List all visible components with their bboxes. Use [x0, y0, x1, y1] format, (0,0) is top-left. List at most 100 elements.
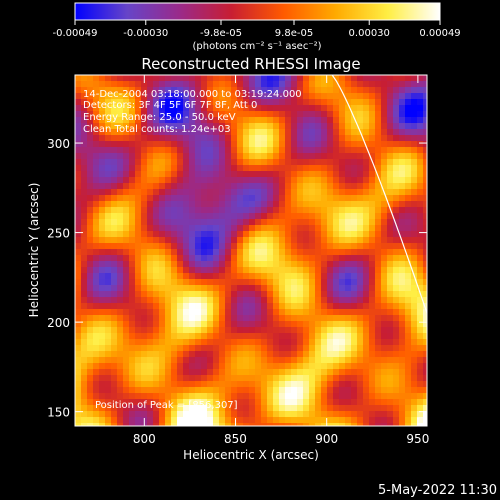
heatmap-cell — [117, 405, 123, 411]
heatmap-cell — [363, 297, 369, 303]
heatmap-cell — [237, 261, 243, 267]
heatmap-cell — [303, 153, 309, 159]
x-tick-label: 900 — [315, 432, 338, 446]
heatmap-cell — [357, 273, 363, 279]
heatmap-cell — [243, 207, 249, 213]
heatmap-cell — [99, 309, 105, 315]
heatmap-cell — [387, 99, 393, 105]
heatmap-cell — [237, 147, 243, 153]
heatmap-cell — [249, 81, 255, 87]
heatmap-cell — [129, 135, 135, 141]
heatmap-cell — [387, 363, 393, 369]
heatmap-cell — [363, 309, 369, 315]
heatmap-cell — [99, 315, 105, 321]
heatmap-cell — [297, 99, 303, 105]
heatmap-cell — [405, 291, 411, 297]
heatmap-cell — [195, 207, 201, 213]
heatmap-cell — [369, 81, 375, 87]
heatmap-cell — [255, 171, 261, 177]
heatmap-cell — [381, 177, 387, 183]
heatmap-cell — [237, 237, 243, 243]
heatmap-cell — [321, 207, 327, 213]
heatmap-cell — [273, 381, 279, 387]
heatmap-cell — [75, 393, 81, 399]
heatmap-cell — [327, 141, 333, 147]
heatmap-cell — [411, 303, 417, 309]
heatmap-cell — [423, 129, 427, 135]
heatmap-cell — [267, 333, 273, 339]
heatmap-cell — [87, 255, 93, 261]
heatmap-cell — [261, 255, 267, 261]
heatmap-cell — [327, 189, 333, 195]
heatmap-cell — [279, 279, 285, 285]
heatmap-cell — [273, 291, 279, 297]
heatmap-cell — [417, 345, 423, 351]
heatmap-cell — [273, 285, 279, 291]
heatmap-cell — [303, 195, 309, 201]
heatmap-cell — [165, 291, 171, 297]
heatmap-cell — [201, 141, 207, 147]
heatmap-cell — [189, 117, 195, 123]
heatmap-cell — [189, 381, 195, 387]
heatmap-cell — [285, 381, 291, 387]
heatmap-cell — [195, 393, 201, 399]
heatmap-cell — [327, 171, 333, 177]
heatmap-cell — [291, 381, 297, 387]
heatmap-cell — [261, 369, 267, 375]
heatmap-cell — [207, 375, 213, 381]
heatmap-cell — [189, 189, 195, 195]
heatmap-cell — [243, 321, 249, 327]
heatmap-cell — [357, 267, 363, 273]
heatmap-cell — [225, 243, 231, 249]
heatmap-cell — [81, 105, 87, 111]
heatmap-cell — [81, 147, 87, 153]
heatmap-cell — [81, 213, 87, 219]
heatmap-cell — [225, 315, 231, 321]
heatmap-cell — [105, 135, 111, 141]
heatmap-cell — [369, 381, 375, 387]
heatmap-cell — [195, 327, 201, 333]
heatmap-cell — [153, 123, 159, 129]
heatmap-cell — [165, 213, 171, 219]
heatmap-cell — [231, 333, 237, 339]
heatmap-cell — [309, 165, 315, 171]
heatmap-cell — [117, 345, 123, 351]
heatmap-cell — [237, 141, 243, 147]
heatmap-cell — [189, 405, 195, 411]
heatmap-cell — [135, 219, 141, 225]
heatmap-cell — [315, 381, 321, 387]
heatmap-cell — [111, 387, 117, 393]
heatmap-cell — [213, 339, 219, 345]
heatmap-cell — [105, 129, 111, 135]
heatmap-cell — [171, 189, 177, 195]
heatmap-cell — [381, 309, 387, 315]
heatmap-cell — [333, 195, 339, 201]
heatmap-cell — [423, 291, 427, 297]
heatmap-cell — [357, 237, 363, 243]
heatmap-cell — [243, 417, 249, 423]
heatmap-cell — [387, 297, 393, 303]
heatmap-cell — [117, 159, 123, 165]
heatmap-cell — [309, 285, 315, 291]
heatmap-cell — [81, 165, 87, 171]
heatmap-cell — [159, 201, 165, 207]
heatmap-cell — [135, 183, 141, 189]
heatmap-cell — [333, 207, 339, 213]
heatmap-cell — [135, 75, 141, 81]
heatmap-cell — [255, 117, 261, 123]
heatmap-cell — [243, 375, 249, 381]
heatmap-cell — [135, 231, 141, 237]
heatmap-cell — [105, 87, 111, 93]
heatmap-cell — [363, 357, 369, 363]
heatmap-cell — [393, 225, 399, 231]
heatmap-cell — [369, 423, 375, 426]
heatmap-cell — [417, 123, 423, 129]
heatmap-cell — [309, 75, 315, 81]
heatmap-cell — [363, 93, 369, 99]
heatmap-cell — [387, 225, 393, 231]
heatmap-cell — [243, 267, 249, 273]
heatmap-cell — [393, 201, 399, 207]
heatmap-cell — [405, 93, 411, 99]
heatmap-cell — [231, 219, 237, 225]
heatmap-cell — [321, 351, 327, 357]
